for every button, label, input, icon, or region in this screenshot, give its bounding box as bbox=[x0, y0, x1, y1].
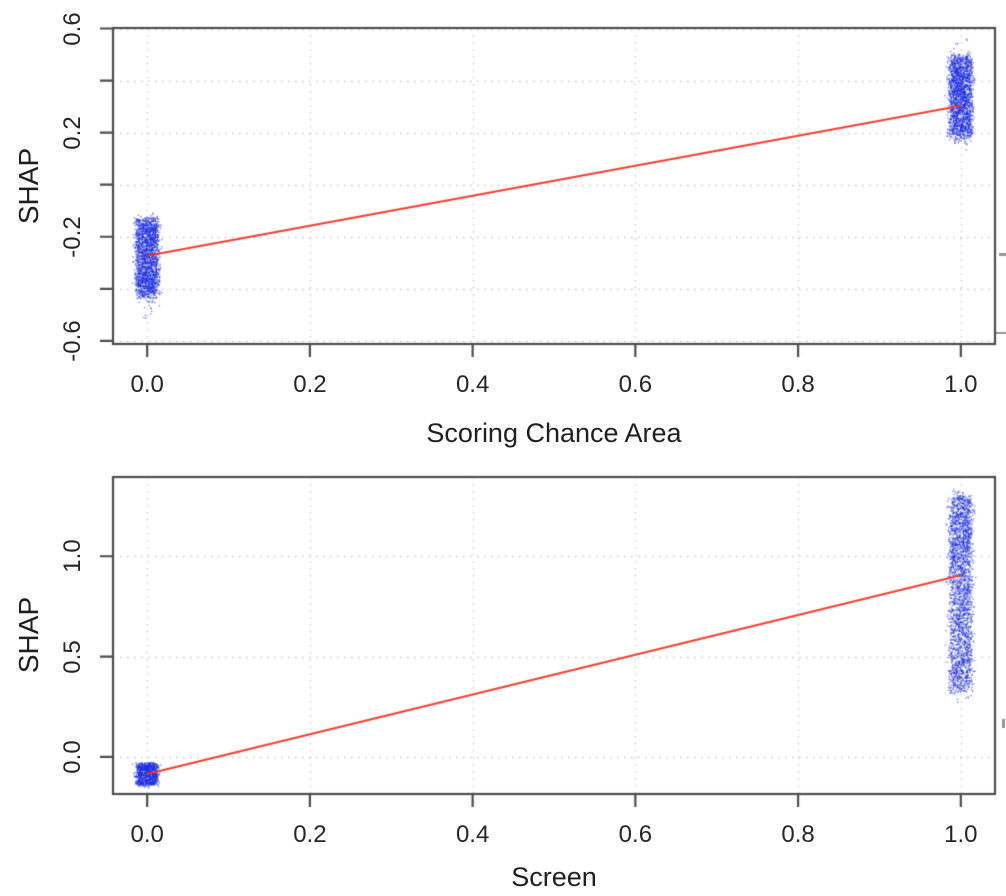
x-tick-label: 1.0 bbox=[944, 371, 978, 398]
y-tick-label: -0.2 bbox=[59, 216, 86, 258]
x-tick-label: 0.6 bbox=[618, 821, 653, 848]
x-tick-label: 0.0 bbox=[130, 371, 164, 398]
y-axis-label-shap-bottom: SHAP bbox=[13, 596, 44, 674]
y-tick-label: 1.0 bbox=[59, 539, 86, 573]
x-tick-label: 1.0 bbox=[944, 821, 978, 848]
x-axis-label-screen: Screen bbox=[511, 862, 597, 892]
y-tick-label: 0.5 bbox=[59, 639, 86, 674]
x-tick-label: 0.2 bbox=[293, 821, 327, 848]
y-axis-label-shap-top: SHAP bbox=[13, 147, 44, 225]
x-tick-label: 0.4 bbox=[455, 821, 490, 848]
y-tick-label: 0.6 bbox=[59, 11, 86, 46]
x-tick-label: 0.8 bbox=[781, 371, 815, 398]
x-tick-label: 0.2 bbox=[293, 371, 327, 398]
y-tick-label: -0.6 bbox=[59, 320, 86, 362]
y-tick-label: 0.0 bbox=[59, 740, 86, 774]
x-tick-label: 0.8 bbox=[781, 821, 815, 848]
x-tick-label: 0.6 bbox=[618, 371, 653, 398]
y-tick-label: 0.2 bbox=[59, 115, 86, 150]
x-tick-label: 0.0 bbox=[130, 821, 164, 848]
x-axis-label-scoring-chance-area: Scoring Chance Area bbox=[426, 418, 682, 448]
x-tick-label: 0.4 bbox=[455, 371, 490, 398]
